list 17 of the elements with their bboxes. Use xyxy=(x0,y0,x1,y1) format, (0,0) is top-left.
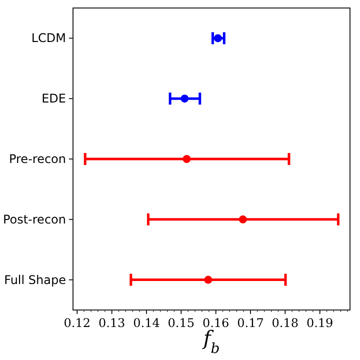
x-tick-label: 0.13 xyxy=(98,316,126,330)
x-tick-label: 0.19 xyxy=(306,316,334,330)
x-tick-label: 0.17 xyxy=(237,316,264,330)
point xyxy=(238,215,247,224)
x-tick-label: 0.15 xyxy=(168,316,195,330)
x-tick-label: 0.18 xyxy=(272,316,299,330)
point xyxy=(204,276,212,284)
y-tick-label: LCDM xyxy=(31,31,66,46)
y-tick-label: Pre-recon xyxy=(8,152,66,166)
point xyxy=(180,94,189,103)
y-tick-label: Full Shape xyxy=(4,272,66,287)
point xyxy=(214,34,222,42)
x-tick-label: 0.12 xyxy=(64,316,91,330)
x-tick-label: 0.14 xyxy=(133,316,160,330)
y-tick-label: EDE xyxy=(42,92,66,106)
y-tick-label: Post-recon xyxy=(2,212,66,226)
point xyxy=(182,155,191,163)
